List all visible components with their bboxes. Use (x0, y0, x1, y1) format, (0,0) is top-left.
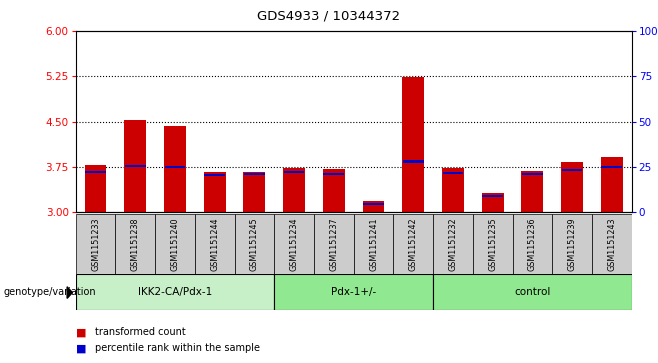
Bar (402, 77, 424, 212)
Bar (155, 214, 195, 274)
Bar (363, 203, 384, 205)
Bar (522, 171, 544, 212)
Text: GSM1151242: GSM1151242 (409, 217, 418, 271)
Bar (195, 214, 234, 274)
Bar (204, 172, 226, 212)
Text: genotype/variation: genotype/variation (3, 287, 96, 297)
Bar (274, 274, 433, 310)
Bar (115, 214, 155, 274)
Bar (124, 121, 146, 212)
Bar (482, 195, 503, 197)
Text: GSM1151237: GSM1151237 (329, 217, 338, 271)
Text: GSM1151233: GSM1151233 (91, 217, 100, 271)
Text: GSM1151234: GSM1151234 (290, 217, 299, 271)
Bar (76, 214, 115, 274)
Text: GSM1151240: GSM1151240 (170, 217, 180, 271)
Text: GSM1151238: GSM1151238 (131, 217, 139, 271)
Text: GSM1151236: GSM1151236 (528, 217, 537, 271)
Text: IKK2-CA/Pdx-1: IKK2-CA/Pdx-1 (138, 287, 212, 297)
Bar (76, 274, 274, 310)
Text: control: control (514, 287, 551, 297)
Text: GSM1151241: GSM1151241 (369, 217, 378, 271)
Bar (522, 173, 543, 175)
Text: ■: ■ (76, 327, 86, 337)
Polygon shape (67, 287, 72, 298)
Bar (443, 172, 463, 174)
Text: ■: ■ (76, 343, 86, 354)
Bar (164, 126, 186, 212)
Bar (433, 274, 632, 310)
Bar (324, 172, 344, 175)
Bar (442, 168, 464, 212)
Bar (473, 214, 513, 274)
Bar (601, 157, 622, 212)
Text: GSM1151232: GSM1151232 (449, 217, 457, 271)
Bar (283, 168, 305, 212)
Bar (552, 214, 592, 274)
Bar (274, 214, 314, 274)
Bar (243, 172, 265, 212)
Bar (562, 169, 582, 171)
Text: Pdx-1+/-: Pdx-1+/- (331, 287, 376, 297)
Text: GSM1151239: GSM1151239 (568, 217, 576, 271)
Text: percentile rank within the sample: percentile rank within the sample (95, 343, 261, 354)
Bar (403, 160, 424, 163)
Text: GSM1151244: GSM1151244 (210, 217, 219, 271)
Bar (85, 171, 106, 173)
Text: GSM1151243: GSM1151243 (607, 217, 617, 271)
Bar (244, 172, 265, 175)
Bar (393, 214, 433, 274)
Bar (125, 165, 145, 167)
Text: transformed count: transformed count (95, 327, 186, 337)
Text: GDS4933 / 10344372: GDS4933 / 10344372 (257, 9, 401, 22)
Bar (314, 214, 354, 274)
Bar (363, 201, 384, 212)
Bar (592, 214, 632, 274)
Bar (284, 171, 305, 174)
Text: GSM1151245: GSM1151245 (250, 217, 259, 271)
Bar (204, 174, 225, 176)
Bar (513, 214, 552, 274)
Bar (601, 166, 622, 168)
Bar (164, 166, 186, 168)
Bar (433, 214, 473, 274)
Bar (561, 162, 583, 212)
Bar (323, 170, 345, 212)
Bar (354, 214, 393, 274)
Bar (234, 214, 274, 274)
Bar (482, 193, 503, 212)
Bar (85, 165, 107, 212)
Text: GSM1151235: GSM1151235 (488, 217, 497, 271)
